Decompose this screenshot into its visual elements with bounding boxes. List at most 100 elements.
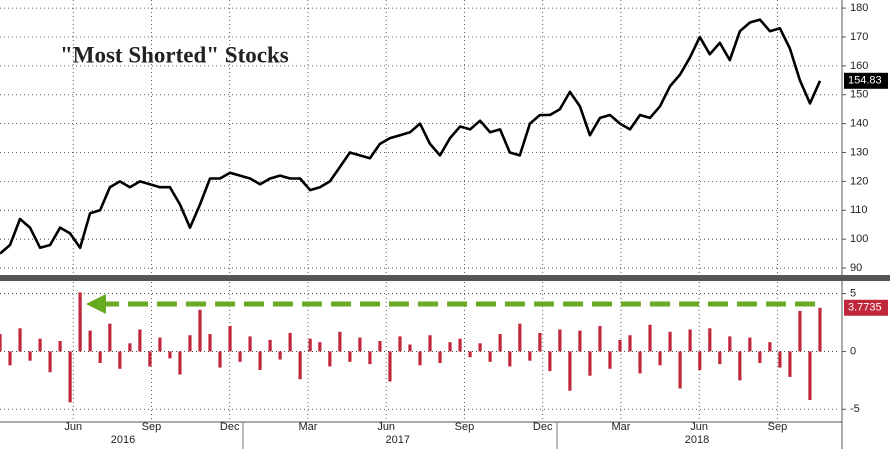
bar <box>178 351 182 375</box>
bar <box>398 336 402 352</box>
bar <box>478 343 482 352</box>
bar <box>208 334 212 352</box>
bar <box>328 351 332 367</box>
year-label: 2016 <box>111 434 135 446</box>
bar <box>808 351 812 401</box>
bar <box>588 351 592 376</box>
bar <box>78 292 82 352</box>
x-tick-label: Sep <box>142 421 162 433</box>
bar <box>38 338 42 352</box>
bar <box>748 337 752 352</box>
y-tick-label: 180 <box>850 2 868 14</box>
x-tick-label: Mar <box>298 421 317 433</box>
bar <box>378 341 382 352</box>
bar <box>668 331 672 352</box>
year-label: 2017 <box>386 434 410 446</box>
bar <box>368 351 372 365</box>
bar <box>68 351 72 403</box>
bar <box>798 310 802 352</box>
bar <box>18 328 22 352</box>
bar <box>678 351 682 389</box>
bar <box>388 351 392 382</box>
y-tick-label: 100 <box>850 233 868 245</box>
bar <box>0 334 2 352</box>
last-value-tag <box>844 299 888 316</box>
y-tick-label: 0 <box>850 345 856 357</box>
y-tick-label: 5 <box>850 287 856 299</box>
bar <box>348 351 352 362</box>
bar <box>218 351 222 368</box>
bar <box>128 343 132 352</box>
bar <box>278 351 282 360</box>
bar <box>528 351 532 361</box>
green-arrow <box>86 294 815 314</box>
bar <box>428 335 432 352</box>
bar <box>108 323 112 352</box>
bar <box>238 351 242 362</box>
bar <box>788 351 792 377</box>
bar <box>338 331 342 352</box>
bar <box>548 351 552 372</box>
last-value-label: 154.83 <box>848 75 882 87</box>
bar <box>168 351 172 359</box>
year-label: 2018 <box>685 434 709 446</box>
bar <box>578 330 582 352</box>
bar <box>818 307 822 352</box>
bar <box>188 335 192 352</box>
bar <box>298 351 302 380</box>
bar <box>158 337 162 352</box>
bar <box>268 339 272 352</box>
bar <box>58 341 62 352</box>
arrow-head <box>86 294 106 314</box>
y-tick-label: 90 <box>850 262 862 274</box>
bar <box>198 309 202 352</box>
bar <box>628 335 632 352</box>
bar <box>738 351 742 381</box>
bar <box>8 351 12 366</box>
bar <box>708 328 712 352</box>
bar <box>448 342 452 352</box>
bar <box>508 351 512 367</box>
bar <box>598 325 602 352</box>
y-tick-label: 160 <box>850 60 868 72</box>
bar <box>518 323 522 352</box>
bar <box>608 351 612 369</box>
bar <box>98 351 102 363</box>
panel-separator <box>0 275 890 281</box>
x-tick-label: Mar <box>611 421 630 433</box>
last-value-tag <box>844 72 888 89</box>
bar <box>288 332 292 352</box>
bar <box>88 330 92 352</box>
bar <box>28 351 32 361</box>
bar <box>488 351 492 362</box>
bar <box>658 351 662 366</box>
bar <box>648 324 652 352</box>
x-tick-label: Jun <box>64 421 82 433</box>
bar <box>358 337 362 352</box>
bar <box>418 351 422 366</box>
bar <box>698 351 702 370</box>
bar <box>618 339 622 352</box>
bar <box>48 351 52 373</box>
bar <box>538 332 542 352</box>
y-tick-label: 120 <box>850 175 868 187</box>
x-tick-label: Jun <box>377 421 395 433</box>
x-tick-label: Sep <box>768 421 788 433</box>
bar <box>438 351 442 363</box>
bar <box>138 329 142 352</box>
bar <box>248 336 252 352</box>
bar <box>118 351 122 369</box>
price-line <box>0 18 822 255</box>
x-tick-label: Jun <box>690 421 708 433</box>
bar <box>498 334 502 352</box>
bar <box>408 344 412 352</box>
bar <box>228 325 232 352</box>
y-tick-label: -5 <box>850 403 860 415</box>
y-tick-label: 170 <box>850 31 868 43</box>
chart-title: "Most Shorted" Stocks <box>60 42 289 67</box>
bar <box>778 351 782 368</box>
bar <box>148 351 152 367</box>
last-value-label: 3.7735 <box>848 302 882 314</box>
